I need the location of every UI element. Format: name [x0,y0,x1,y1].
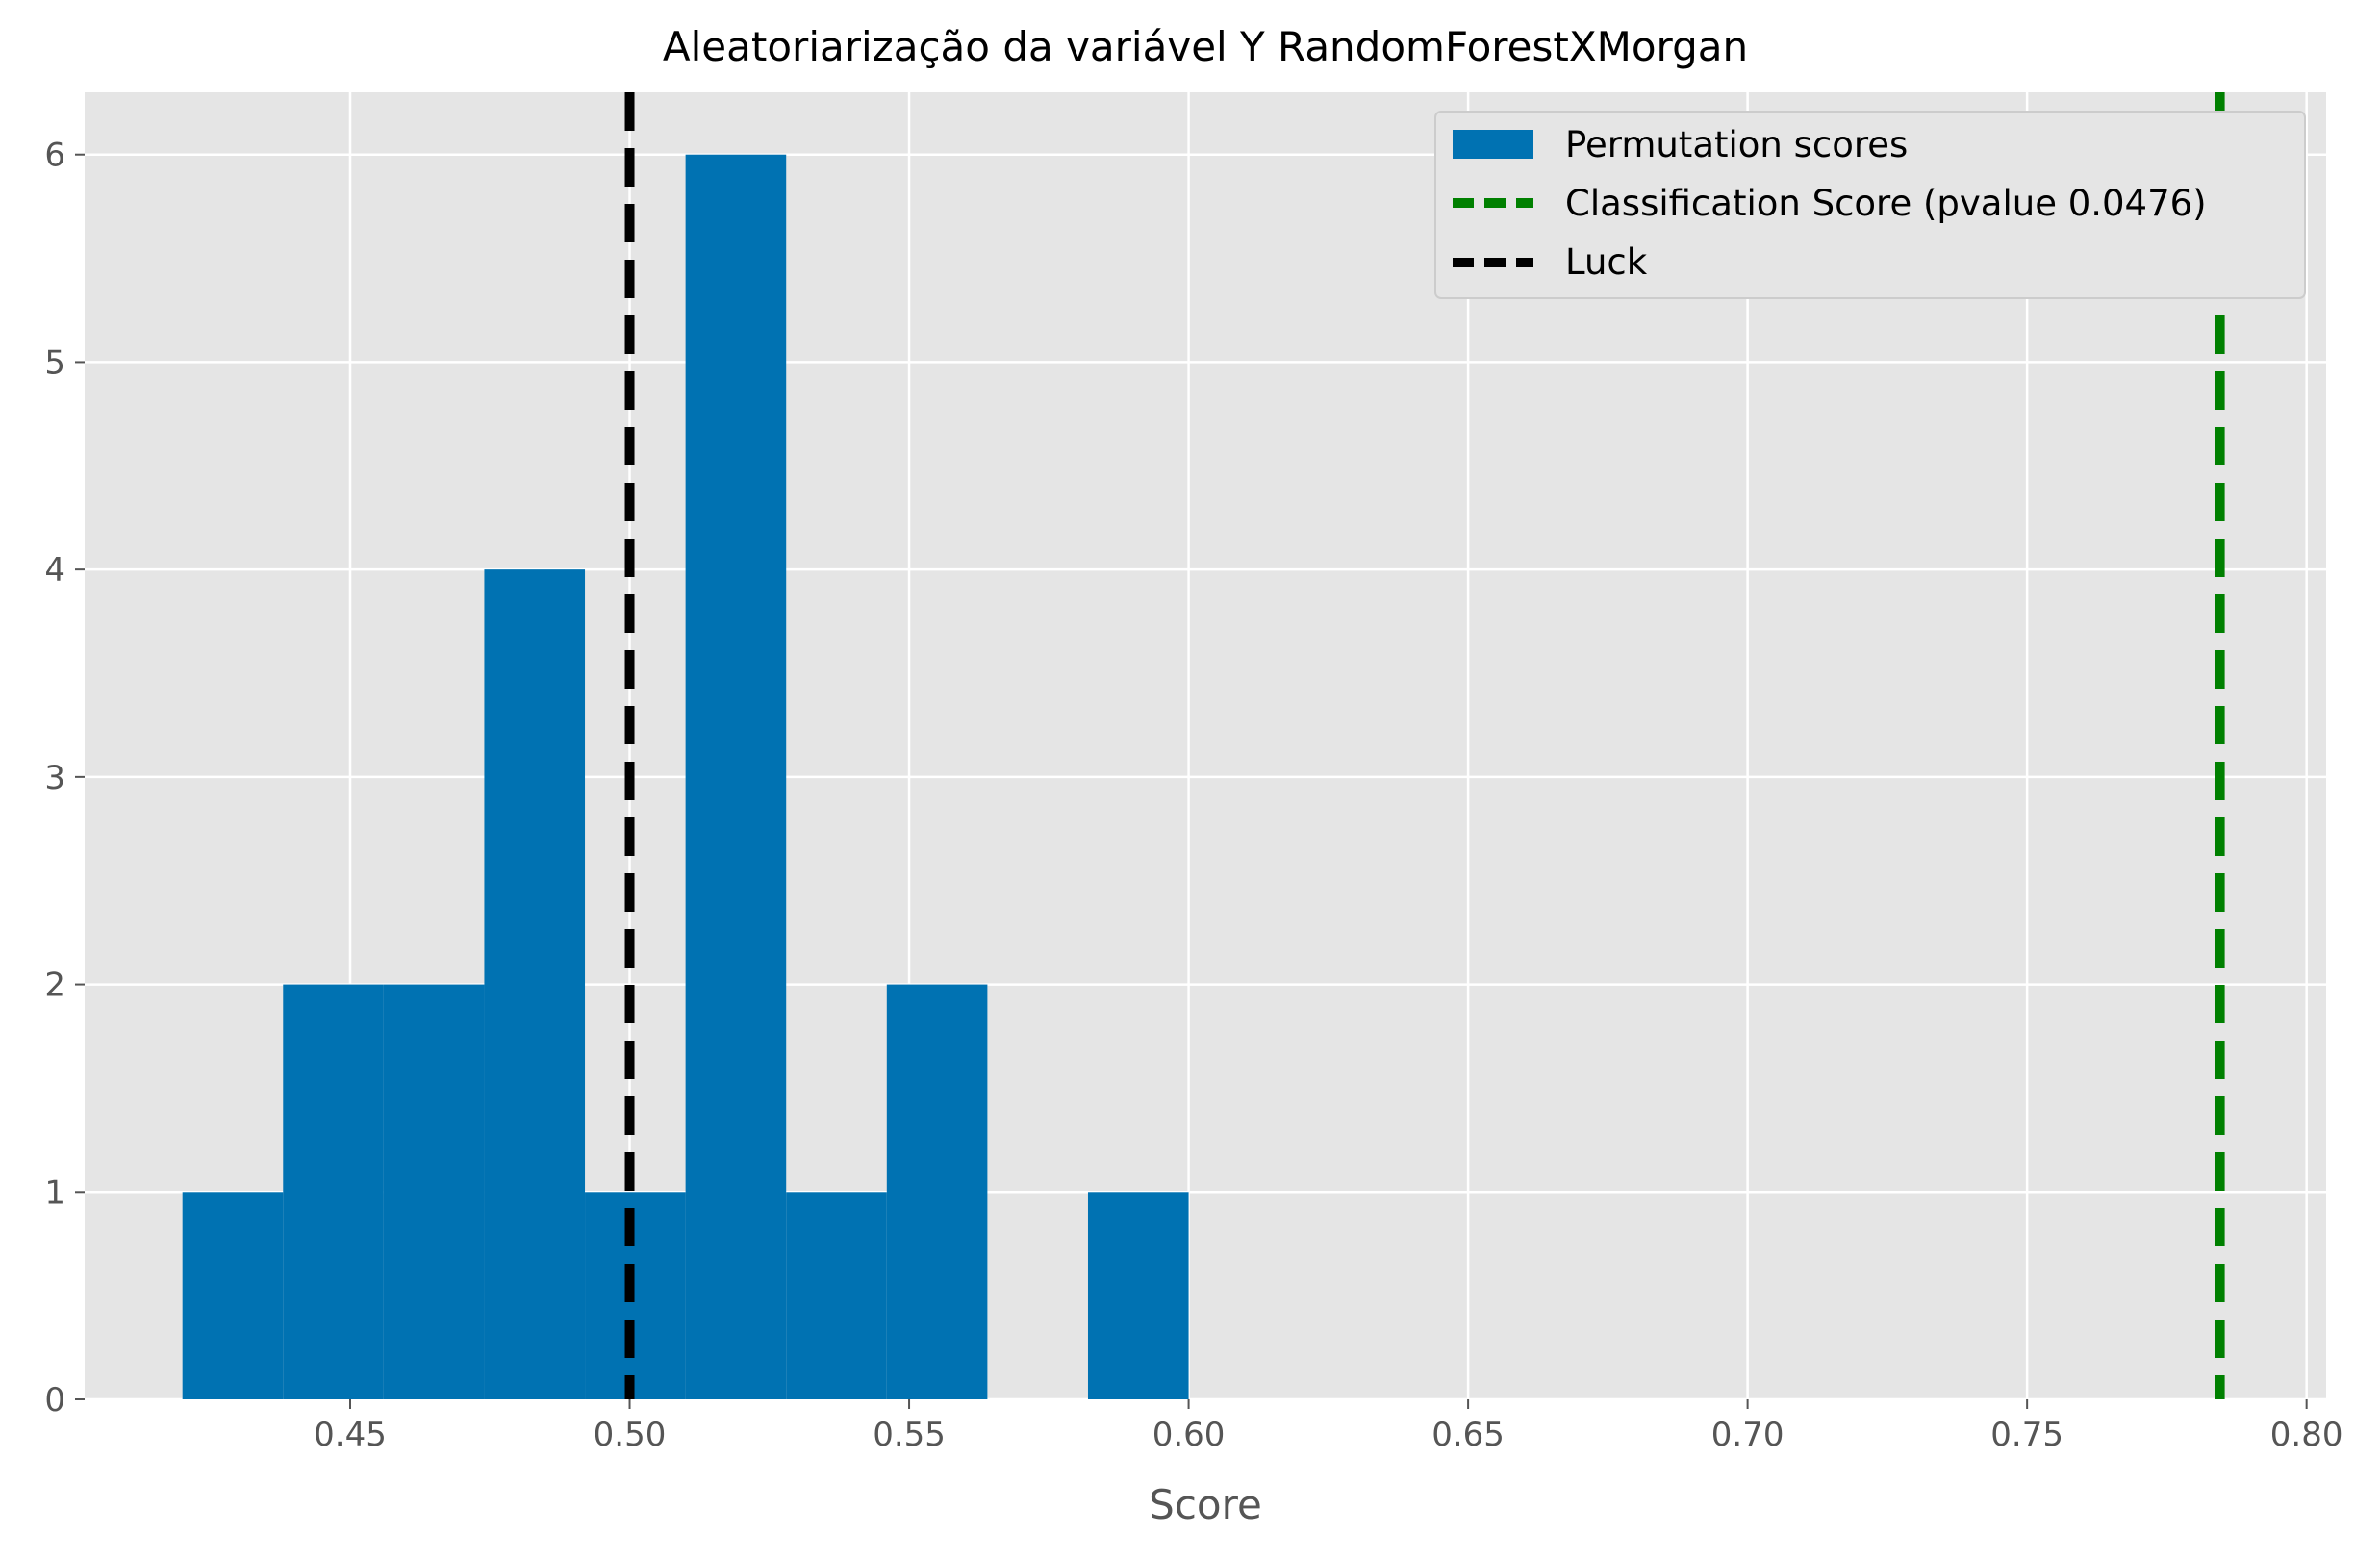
x-tick-label: 0.75 [1990,1416,2064,1454]
legend-label-classification-score: Classification Score (pvalue 0.0476) [1565,183,2207,224]
y-tick-label: 2 [44,967,65,1005]
histogram-bar [383,984,485,1399]
x-tick-label: 0.80 [2270,1416,2343,1454]
legend: Permutation scores Classification Score … [1434,111,2306,299]
y-tick-label: 0 [44,1381,65,1420]
y-tick-label: 3 [44,759,65,797]
histogram-bar [283,984,384,1399]
x-tick-label: 0.65 [1431,1416,1505,1454]
histogram-bar [585,1192,686,1399]
x-axis-label: Score [1149,1481,1262,1528]
legend-patch-permutation-scores [1453,130,1533,159]
histogram-bar [886,984,988,1399]
y-tick-label: 5 [44,343,65,382]
x-tick-label: 0.70 [1711,1416,1785,1454]
x-tick-label: 0.55 [873,1416,946,1454]
histogram-bar [685,154,787,1400]
histogram-bar [182,1192,284,1399]
ticks-layer: 0.45 0.50 0.55 0.60 0.65 0.70 0.75 0.80 0 1 2 3 4 5 6 [44,137,2342,1454]
y-tick-label: 4 [44,551,65,590]
x-tick-label: 0.45 [314,1416,387,1454]
legend-box [1434,111,2306,299]
histogram-bar [484,569,586,1399]
legend-label-permutation-scores: Permutation scores [1565,124,1908,165]
histogram-bar [1087,1192,1189,1399]
reference-lines-layer [624,92,2225,1399]
y-tick-label: 6 [44,137,65,175]
chart-title: Aleatoriarização da variável Y RandomFor… [663,23,1748,70]
y-tick-label: 1 [44,1173,65,1212]
x-tick-label: 0.50 [594,1416,667,1454]
x-tick-label: 0.60 [1152,1416,1226,1454]
legend-label-luck: Luck [1565,241,1648,283]
bars-layer [182,154,1189,1400]
histogram-bar [786,1192,887,1399]
